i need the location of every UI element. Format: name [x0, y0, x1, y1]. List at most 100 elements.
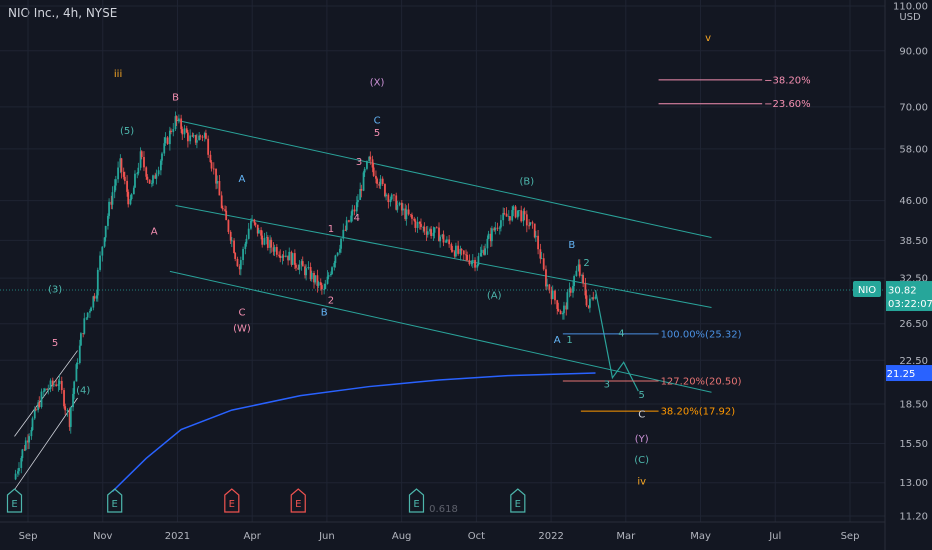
- candle-body: [140, 151, 143, 158]
- wave-label: (4): [76, 385, 90, 396]
- candle-body: [161, 153, 163, 161]
- candle-body: [484, 248, 487, 255]
- candle-body: [534, 235, 537, 238]
- candle-body: [266, 237, 269, 248]
- candle-body: [57, 384, 60, 386]
- candle-body: [23, 449, 26, 451]
- chart-title: NIO Inc., 4h, NYSE: [8, 6, 118, 20]
- channel-line[interactable]: [169, 270, 712, 393]
- wave-label: C: [374, 115, 381, 126]
- wave-label: (5): [120, 126, 134, 137]
- price-tick-label: 15.50: [899, 439, 928, 450]
- earnings-marker-icon[interactable]: [224, 488, 240, 513]
- candle-body: [345, 220, 348, 230]
- candle-body: [34, 409, 37, 411]
- candle-body: [145, 167, 148, 177]
- candle-body: [569, 288, 572, 293]
- candle-body: [395, 195, 398, 210]
- candle-body: [227, 220, 230, 232]
- candle-body: [272, 247, 275, 252]
- candle-body: [290, 251, 293, 265]
- moving-average-line[interactable]: [111, 372, 596, 493]
- candle-body: [327, 275, 330, 277]
- candle-body: [215, 168, 217, 184]
- price-tick-label: 110.00: [893, 2, 928, 13]
- time-tick-label: Oct: [468, 531, 485, 542]
- candle-body: [180, 118, 183, 130]
- candle-body: [175, 116, 178, 122]
- candle-body: [317, 282, 320, 286]
- candle-body: [82, 333, 85, 335]
- wedge-line[interactable]: [14, 350, 78, 437]
- candle-body: [529, 222, 532, 226]
- ma-value-badge[interactable]: [886, 365, 932, 382]
- earnings-marker-icon[interactable]: [510, 488, 526, 513]
- time-tick-label: Nov: [93, 531, 113, 542]
- candle-body: [288, 251, 291, 261]
- ma-value-label: 21.25: [887, 369, 916, 380]
- candle-body: [242, 248, 244, 261]
- candle-body: [400, 202, 403, 211]
- candle-body: [96, 269, 99, 296]
- wave-label: 1: [566, 335, 572, 346]
- candle-body: [221, 208, 224, 210]
- candle-body: [194, 135, 197, 143]
- candle-body: [360, 189, 363, 191]
- candle-body: [363, 168, 366, 173]
- projection-path[interactable]: [594, 290, 639, 392]
- earnings-marker-icon[interactable]: [6, 488, 23, 513]
- candle-body: [92, 296, 95, 308]
- candle-body: [287, 255, 290, 261]
- earnings-marker-icon[interactable]: [290, 488, 306, 513]
- candle-body: [265, 237, 268, 239]
- candle-body: [46, 388, 49, 391]
- candle-body: [314, 275, 317, 283]
- wave-label: (B): [519, 176, 534, 187]
- candle-body: [448, 239, 451, 245]
- candle-body: [42, 390, 45, 392]
- candle-body: [225, 210, 228, 221]
- time-tick-label: 2021: [165, 531, 190, 542]
- candle-body: [323, 289, 326, 290]
- candle-body: [372, 167, 375, 176]
- candle-body: [281, 255, 284, 258]
- candle-body: [47, 389, 50, 391]
- candle-body: [545, 269, 547, 287]
- wave-label: A: [239, 174, 246, 185]
- candle-body: [351, 209, 354, 216]
- earnings-marker-icon[interactable]: [408, 488, 425, 513]
- candle-body: [368, 156, 371, 162]
- price-unit-label: USD: [899, 12, 921, 23]
- candle-body: [340, 238, 342, 249]
- candle-body: [516, 210, 519, 218]
- earnings-marker-icon[interactable]: [107, 488, 123, 513]
- symbol-badge[interactable]: [853, 281, 881, 298]
- candle-body: [210, 162, 213, 169]
- candle-body: [282, 255, 285, 257]
- candle-body: [270, 239, 273, 248]
- last-price-badge[interactable]: [886, 281, 932, 312]
- candle-body: [411, 214, 413, 219]
- candle-body: [177, 118, 180, 122]
- price-axis-panel[interactable]: [885, 0, 932, 550]
- candle-body: [537, 235, 539, 250]
- candle-body: [409, 214, 412, 216]
- candle-body: [192, 135, 195, 137]
- candle-body: [83, 318, 86, 334]
- candle-body: [278, 254, 281, 256]
- channel-line[interactable]: [175, 205, 712, 308]
- candle-body: [582, 275, 585, 284]
- channel-line[interactable]: [175, 119, 712, 238]
- candle-body: [362, 172, 365, 191]
- fib-level-label: −38.20%: [764, 75, 811, 86]
- candle-body: [366, 161, 368, 169]
- last-price-label: 30.82: [888, 286, 917, 297]
- candle-body: [24, 440, 27, 450]
- candle-body: [426, 231, 429, 235]
- candle-body: [489, 233, 492, 242]
- candle-body: [260, 230, 262, 236]
- candle-body: [209, 154, 212, 163]
- candle-body: [587, 305, 590, 308]
- candle-body: [40, 391, 43, 408]
